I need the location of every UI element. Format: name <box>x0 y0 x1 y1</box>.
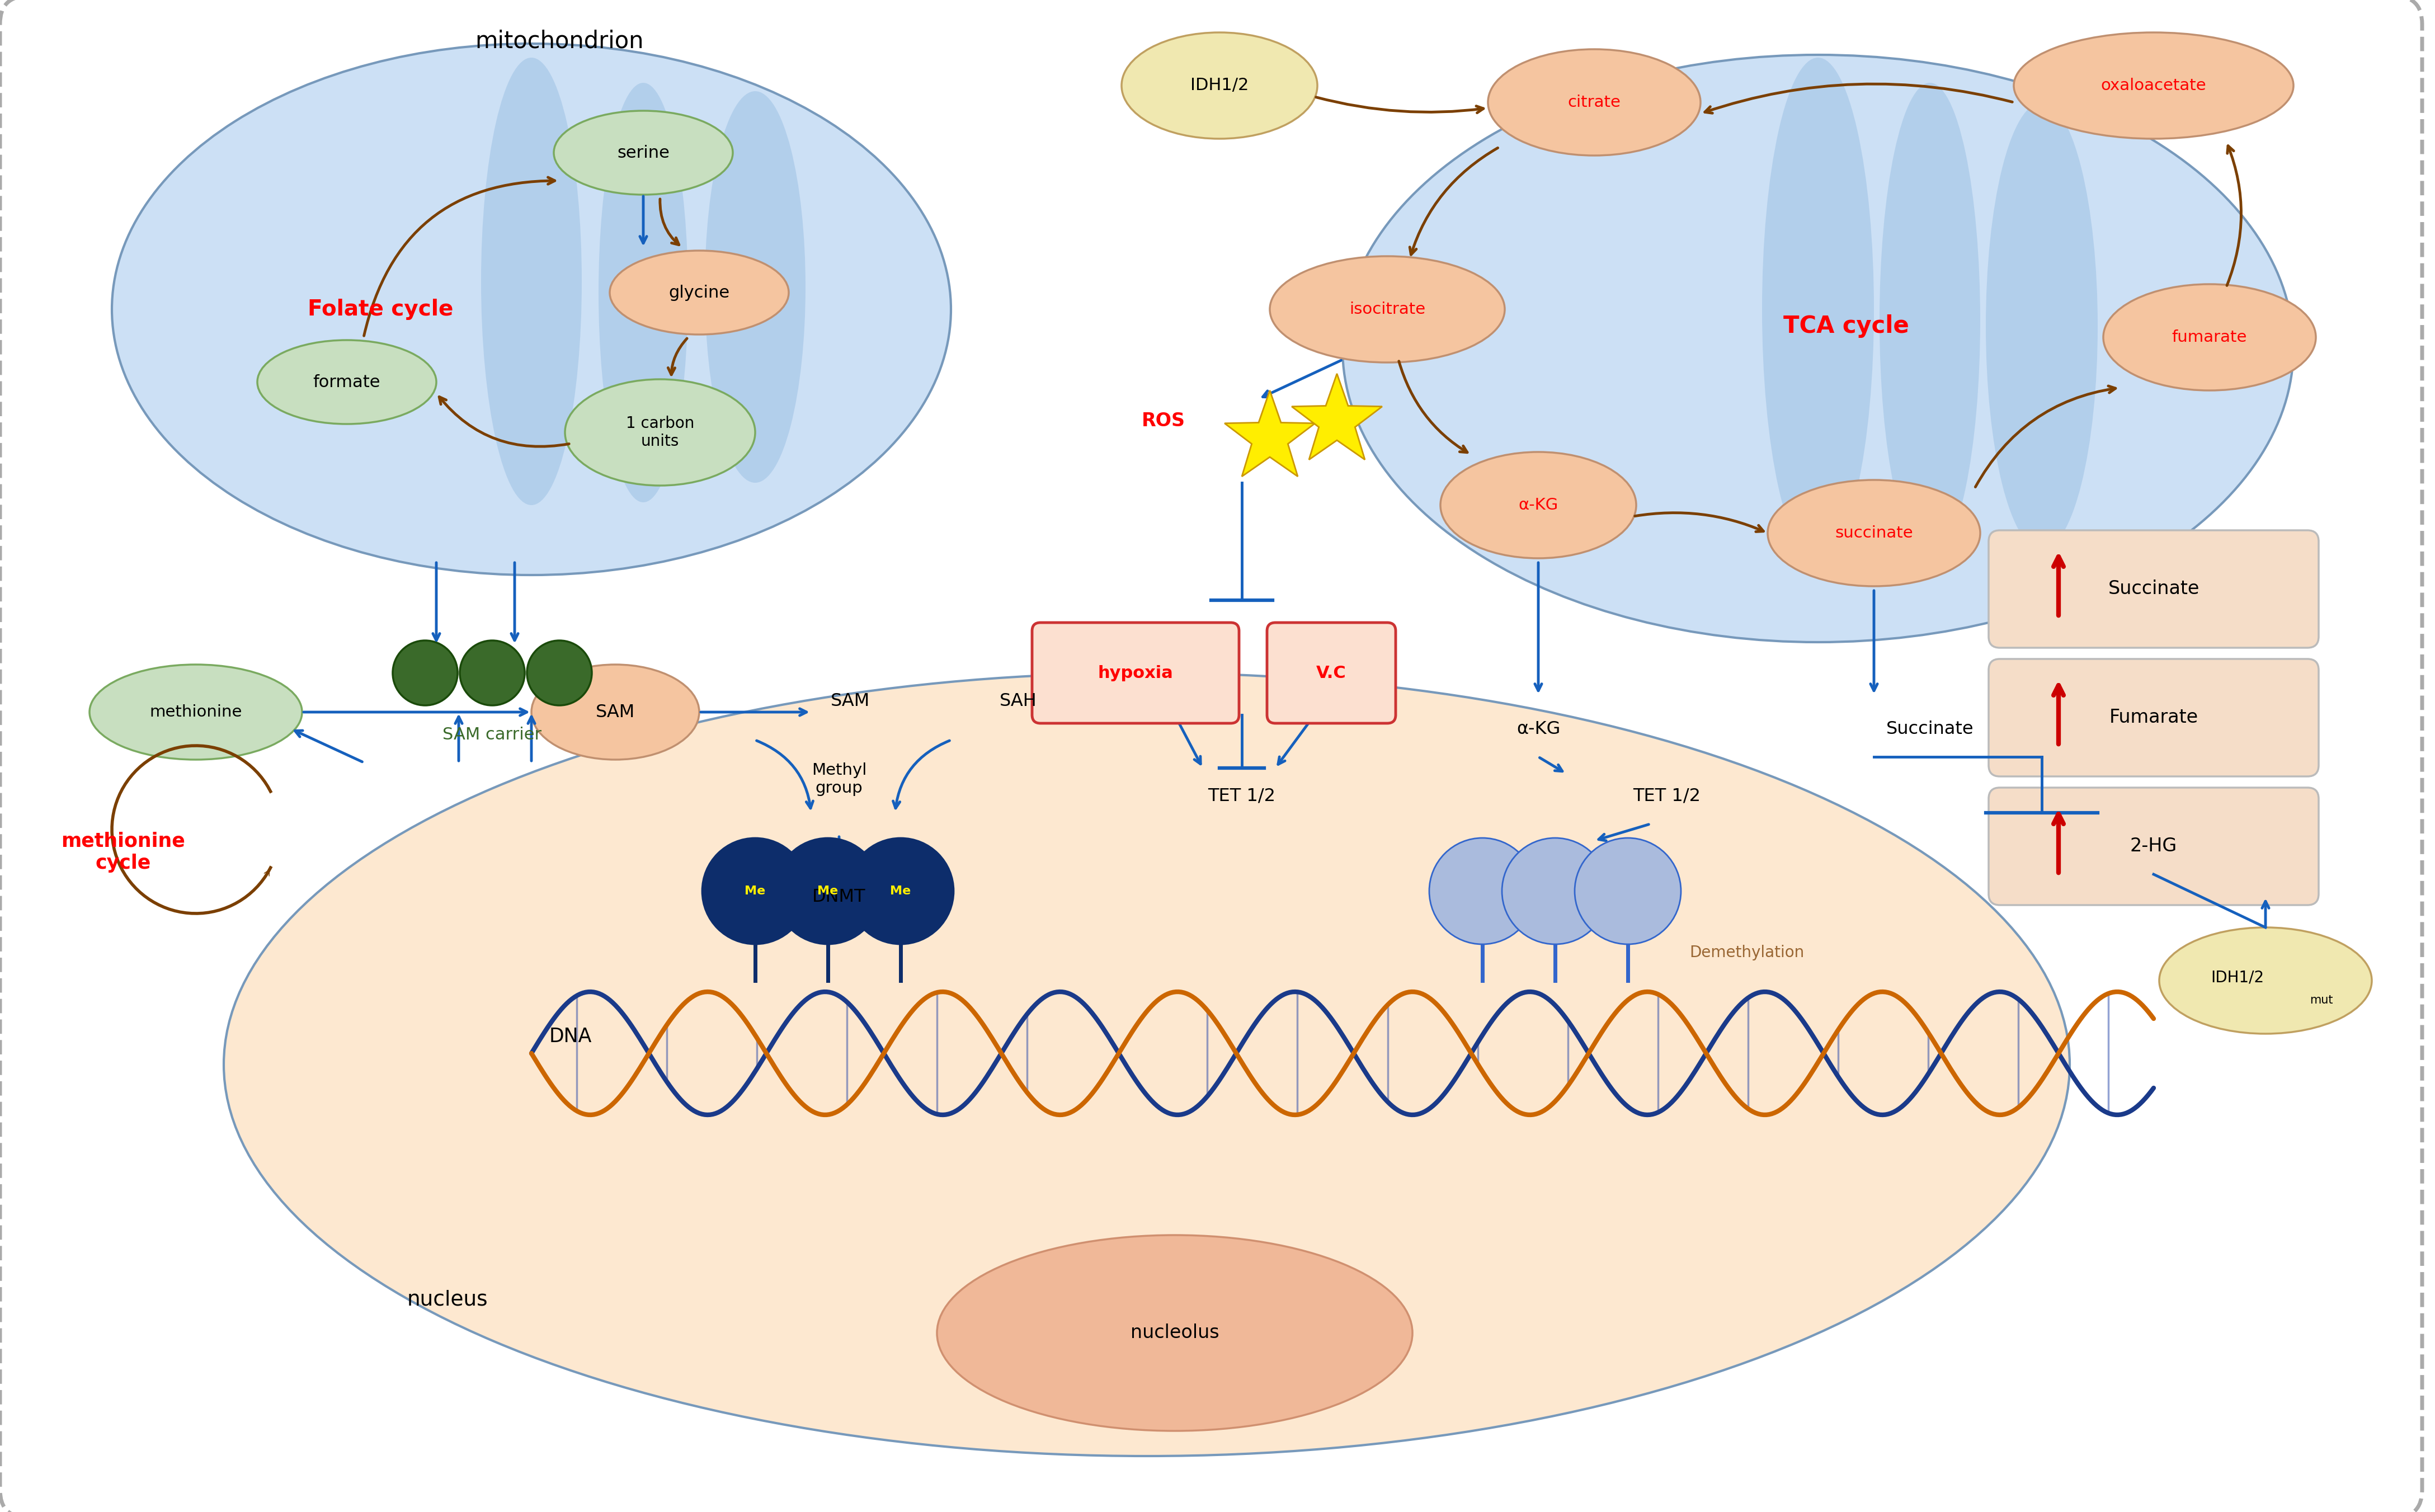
Text: oxaloacetate: oxaloacetate <box>2101 77 2206 94</box>
Text: fumarate: fumarate <box>2172 330 2248 345</box>
Ellipse shape <box>1269 256 1505 363</box>
Text: Succinate: Succinate <box>1887 720 1975 738</box>
Ellipse shape <box>90 665 302 759</box>
Circle shape <box>701 838 808 943</box>
Ellipse shape <box>482 57 582 505</box>
Ellipse shape <box>1768 479 1980 587</box>
Text: mitochondrion: mitochondrion <box>475 29 643 53</box>
FancyBboxPatch shape <box>1989 788 2318 906</box>
Text: α-KG: α-KG <box>1519 497 1558 513</box>
Ellipse shape <box>531 665 699 759</box>
Text: SAH: SAH <box>998 692 1037 709</box>
Text: SAM carrier: SAM carrier <box>443 726 543 742</box>
Ellipse shape <box>1488 50 1700 156</box>
Ellipse shape <box>2014 32 2294 139</box>
Text: α-KG: α-KG <box>1517 720 1561 738</box>
Text: Me: Me <box>891 886 911 897</box>
Ellipse shape <box>1442 452 1636 558</box>
Circle shape <box>526 641 592 706</box>
Text: SAM: SAM <box>597 703 636 721</box>
Ellipse shape <box>1342 54 2294 643</box>
Ellipse shape <box>599 83 689 502</box>
FancyBboxPatch shape <box>1989 659 2318 777</box>
Ellipse shape <box>2104 284 2316 390</box>
Circle shape <box>847 838 955 943</box>
Ellipse shape <box>609 251 789 334</box>
Circle shape <box>1575 838 1680 943</box>
Text: 2-HG: 2-HG <box>2131 838 2177 856</box>
Ellipse shape <box>112 44 952 575</box>
Ellipse shape <box>1880 83 1980 558</box>
Text: SAM: SAM <box>830 692 869 709</box>
Ellipse shape <box>1123 32 1317 139</box>
Circle shape <box>460 641 524 706</box>
Ellipse shape <box>258 340 436 423</box>
Text: TET 1/2: TET 1/2 <box>1634 788 1700 804</box>
Text: Demethylation: Demethylation <box>1690 945 1804 960</box>
Text: 1 carbon
units: 1 carbon units <box>626 416 694 449</box>
Ellipse shape <box>224 673 2070 1456</box>
Text: serine: serine <box>616 145 670 160</box>
Text: TET 1/2: TET 1/2 <box>1208 788 1276 804</box>
Text: isocitrate: isocitrate <box>1349 301 1424 318</box>
Text: formate: formate <box>314 373 380 390</box>
Polygon shape <box>1225 390 1315 476</box>
Polygon shape <box>1291 373 1383 460</box>
FancyBboxPatch shape <box>1266 623 1395 723</box>
Text: hypoxia: hypoxia <box>1098 665 1174 680</box>
Text: glycine: glycine <box>670 284 730 301</box>
Text: V.C: V.C <box>1317 665 1347 680</box>
Text: DNMT: DNMT <box>813 888 867 906</box>
Text: mut: mut <box>2311 995 2333 1005</box>
Text: Me: Me <box>745 886 765 897</box>
Text: Succinate: Succinate <box>2109 579 2199 599</box>
Text: IDH1/2: IDH1/2 <box>2211 971 2265 986</box>
Text: nucleus: nucleus <box>407 1290 487 1309</box>
Ellipse shape <box>704 91 806 482</box>
Ellipse shape <box>1763 57 1875 561</box>
Ellipse shape <box>565 380 755 485</box>
Text: nucleolus: nucleolus <box>1130 1325 1220 1343</box>
Text: Me: Me <box>818 886 838 897</box>
Text: citrate: citrate <box>1568 95 1622 110</box>
FancyBboxPatch shape <box>1032 623 1239 723</box>
Text: Folate cycle: Folate cycle <box>307 299 453 321</box>
Ellipse shape <box>937 1235 1412 1430</box>
FancyBboxPatch shape <box>1989 531 2318 647</box>
Circle shape <box>774 838 881 943</box>
Text: TCA cycle: TCA cycle <box>1782 314 1909 337</box>
Text: Fumarate: Fumarate <box>2109 709 2199 727</box>
Text: Methyl
group: Methyl group <box>811 762 867 797</box>
Ellipse shape <box>2160 927 2372 1034</box>
Text: succinate: succinate <box>1836 525 1914 541</box>
Text: ROS: ROS <box>1142 411 1186 431</box>
Circle shape <box>1502 838 1607 943</box>
Text: IDH1/2: IDH1/2 <box>1191 77 1249 94</box>
Circle shape <box>1429 838 1536 943</box>
Ellipse shape <box>553 110 733 195</box>
Text: methionine
cycle: methionine cycle <box>61 832 185 872</box>
Circle shape <box>392 641 458 706</box>
Text: DNA: DNA <box>550 1027 592 1046</box>
Text: methionine: methionine <box>149 705 241 720</box>
Ellipse shape <box>1987 103 2097 550</box>
